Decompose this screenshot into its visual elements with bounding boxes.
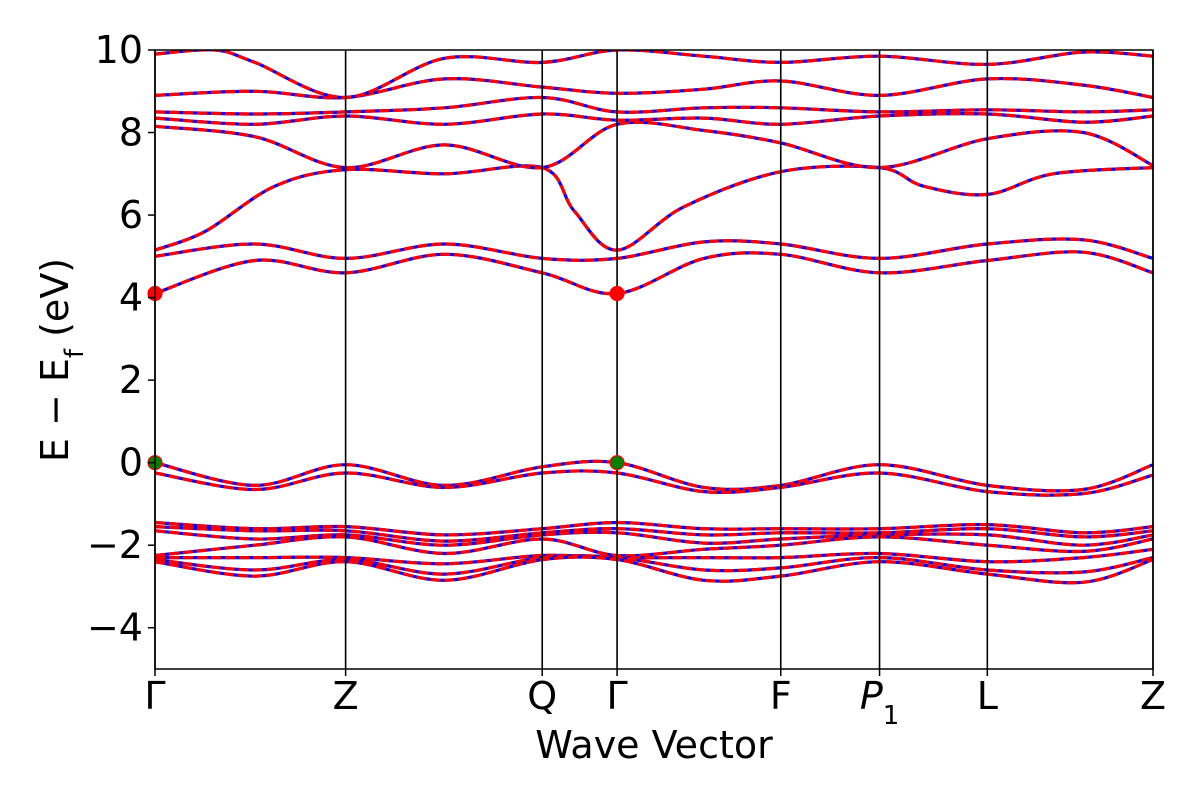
- band-line-5: [155, 112, 1153, 126]
- y-tick-label-5: 4: [119, 276, 143, 320]
- band-line-base-6: [155, 95, 1153, 116]
- band-line-base-8: [155, 50, 1153, 100]
- y-tick-label-7: 8: [119, 111, 143, 155]
- band-line-9: [155, 459, 1153, 493]
- band-line-14: [155, 535, 1153, 558]
- y-tick-label-8: 10: [95, 28, 143, 72]
- x-tick-label-7: L: [977, 674, 998, 718]
- y-tick-label-6: 6: [119, 193, 143, 237]
- y-tick-label-2: −2: [87, 523, 143, 567]
- band-line-3: [155, 164, 1153, 252]
- band-line-base-3: [155, 164, 1153, 252]
- band-line-7: [155, 76, 1153, 100]
- band-edge-markers: [147, 285, 625, 471]
- vbm-marker-4: [609, 455, 625, 471]
- x-tick-label-3: Q: [527, 674, 557, 718]
- band-lines: [155, 50, 1153, 585]
- band-line-base-4: [155, 120, 1153, 170]
- band-line-6: [155, 95, 1153, 116]
- band-line-8: [155, 50, 1153, 100]
- band-line-11: [155, 520, 1153, 537]
- x-tick-label-2: Z: [333, 674, 359, 718]
- band-line-12: [155, 525, 1153, 543]
- band-line-1: [155, 250, 1153, 296]
- y-tick-label-1: −4: [87, 606, 143, 650]
- band-line-15: [155, 547, 1153, 566]
- x-tick-label-1: Γ: [144, 674, 165, 718]
- band-line-16: [155, 554, 1153, 576]
- x-axis-ticks: Γ Z Q Γ F P1 L Z: [144, 669, 1166, 731]
- y-axis-ticks: −4 −2 0 2 4 6 8 10: [87, 28, 155, 650]
- x-tick-label-4: Γ: [606, 674, 627, 718]
- band-line-4: [155, 120, 1153, 170]
- x-axis-label: Wave Vector: [535, 723, 773, 767]
- x-tick-label-6: P1: [860, 674, 899, 731]
- plot-frame: [154, 49, 1154, 670]
- y-tick-label-4: 2: [119, 358, 143, 402]
- y-tick-label-3: 0: [119, 441, 143, 485]
- x-tick-label-5: F: [770, 674, 792, 718]
- y-axis-label: E − Ef (eV): [33, 258, 90, 462]
- band-line-base-9: [155, 459, 1153, 493]
- cbm-marker-2: [609, 285, 625, 302]
- x-tick-label-8: Z: [1140, 674, 1166, 718]
